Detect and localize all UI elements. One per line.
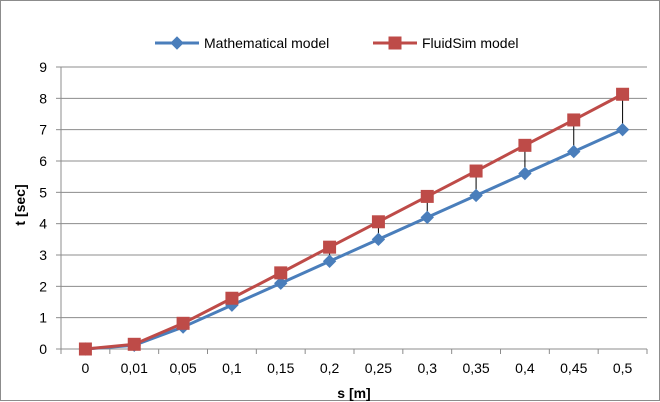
legend-swatch-marker <box>388 36 402 50</box>
data-point-mathematical <box>518 166 532 181</box>
data-point-fluidsim <box>518 138 532 152</box>
data-point-fluidsim <box>176 316 190 330</box>
legend-label: FluidSim model <box>422 35 518 51</box>
x-tick-label: 0,25 <box>365 360 392 376</box>
legend-swatch-marker <box>170 36 184 50</box>
data-point-fluidsim <box>567 113 581 127</box>
data-point-fluidsim <box>420 189 434 203</box>
x-tick-label: 0,3 <box>418 360 438 376</box>
data-point-fluidsim <box>323 240 337 254</box>
x-tick-label: 0,1 <box>222 360 242 376</box>
series-line-fluidsim <box>85 92 624 351</box>
legend-entry-mathematical: Mathematical model <box>155 35 329 51</box>
data-point-mathematical <box>371 232 386 247</box>
y-tick-label: 9 <box>39 59 47 75</box>
y-tick-label: 2 <box>39 278 47 294</box>
x-tick-label: 0,4 <box>515 360 535 376</box>
y-tick-labels: 0 1 2 3 4 5 6 7 8 9 <box>39 59 47 357</box>
y-tick-label: 5 <box>39 184 47 200</box>
y-tick-label: 7 <box>39 122 47 138</box>
series-line-mathematical <box>85 128 624 351</box>
x-tick-label: 0,2 <box>320 360 340 376</box>
x-tick-label: 0,05 <box>169 360 196 376</box>
legend: Mathematical model FluidSim model <box>155 35 518 51</box>
legend-entry-fluidsim: FluidSim model <box>373 35 518 51</box>
data-point-mathematical <box>322 254 337 268</box>
series-lines <box>85 92 624 351</box>
data-point-fluidsim <box>225 291 239 305</box>
x-tick-label: 0,5 <box>613 360 633 376</box>
data-point-fluidsim <box>616 87 630 101</box>
legend-label: Mathematical model <box>204 35 329 51</box>
gridlines <box>61 66 647 319</box>
y-tick-label: 0 <box>39 341 47 357</box>
data-point-fluidsim <box>274 266 288 280</box>
data-point-mathematical <box>567 144 581 159</box>
y-tick-label: 4 <box>39 216 47 232</box>
data-point-fluidsim <box>78 342 92 356</box>
data-point-mathematical <box>469 188 483 203</box>
data-point-fluidsim <box>371 215 385 229</box>
x-tick-label: 0,15 <box>267 360 294 376</box>
x-tick-label: 0,45 <box>560 360 587 376</box>
data-point-mathematical <box>274 276 288 290</box>
data-point-mathematical <box>615 122 630 137</box>
series-markers <box>78 87 630 356</box>
data-point-fluidsim <box>469 164 483 178</box>
x-axis-title: s [m] <box>337 385 370 401</box>
y-tick-label: 6 <box>39 153 47 169</box>
x-tick-labels: 0 0,01 0,05 0,1 0,15 0,2 0,25 0,3 0,35 0,4 0,45 0,5 <box>82 360 633 376</box>
data-point-fluidsim <box>127 337 141 351</box>
x-tick-label: 0,01 <box>121 360 148 376</box>
y-axis-title: t [sec] <box>12 184 28 225</box>
x-tick-label: 0 <box>82 360 90 376</box>
x-tick-label: 0,35 <box>462 360 489 376</box>
y-tick-label: 3 <box>39 247 47 263</box>
data-point-mathematical <box>420 210 434 225</box>
y-tick-label: 8 <box>39 90 47 106</box>
y-tick-label: 1 <box>39 310 47 326</box>
axes <box>56 66 648 354</box>
